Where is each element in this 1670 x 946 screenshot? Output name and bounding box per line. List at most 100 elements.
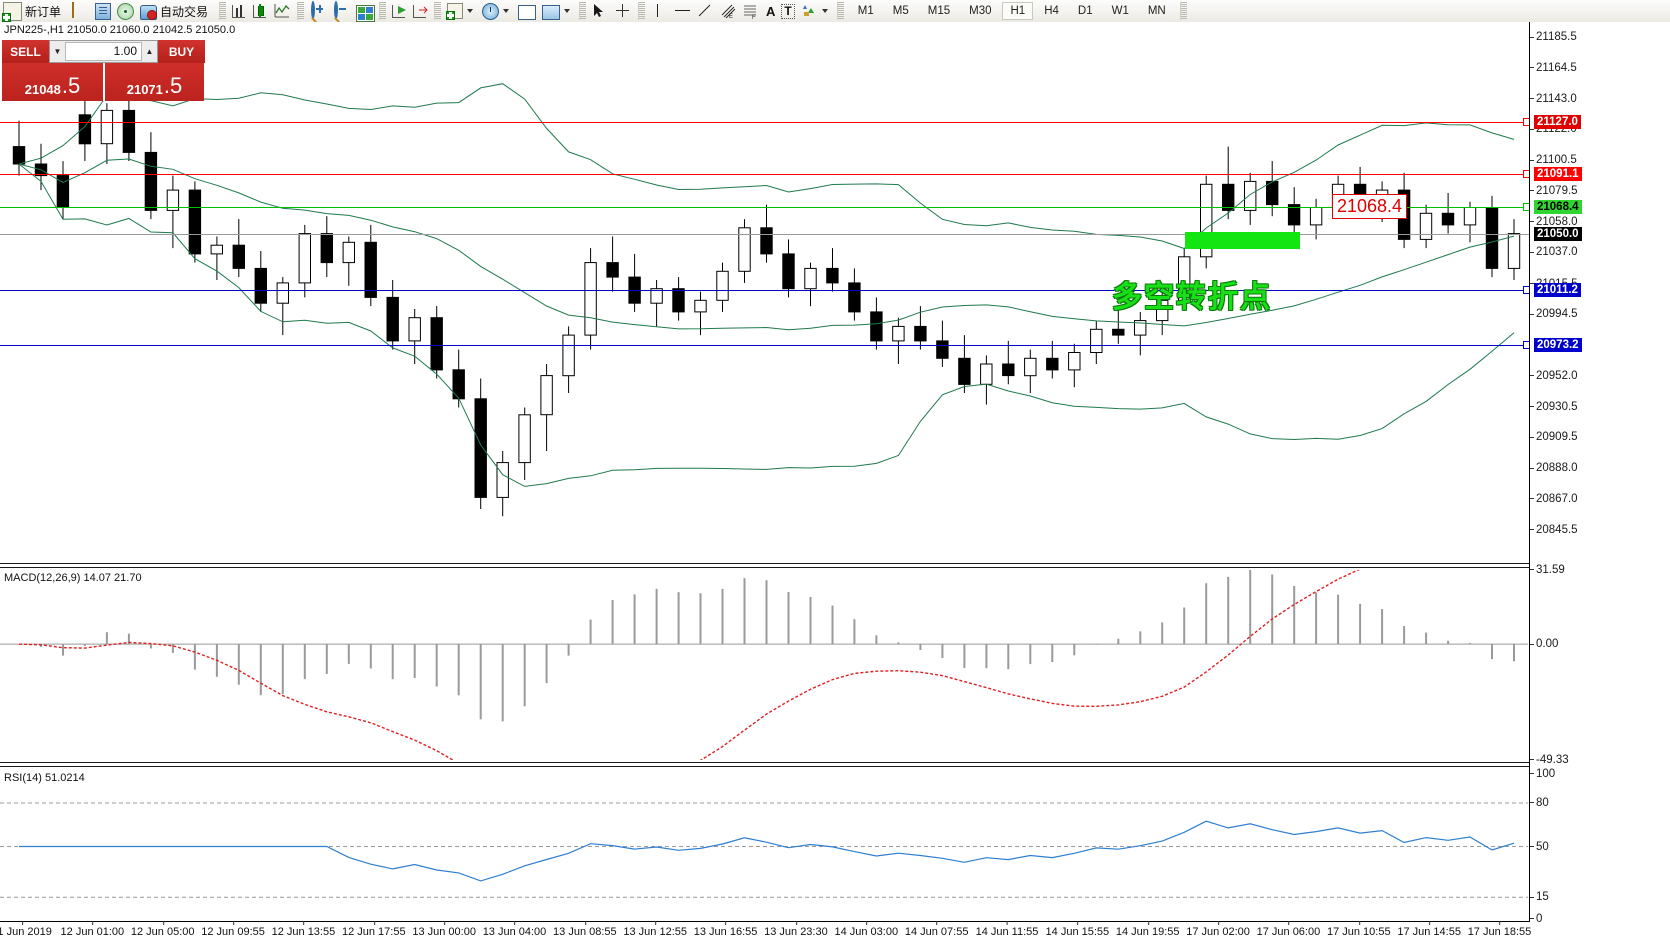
chevron-down-icon[interactable] [467,9,474,13]
line-chart-button[interactable] [271,0,294,22]
autotrade-button[interactable]: 自动交易 [137,0,216,22]
chart-shift-button[interactable] [410,0,431,22]
zoom-in-button[interactable] [307,0,330,22]
time-tick: 13 Jun 12:55 [623,921,687,938]
market-watch-button[interactable] [92,0,114,22]
buy-button[interactable]: BUY [158,40,205,63]
chart-canvas[interactable]: JPN225-,H1 21050.0 21060.0 21042.5 21050… [0,22,1670,946]
price-badge[interactable]: 21011.2 [1534,282,1581,297]
time-tick: 17 Jun 06:00 [1257,921,1320,938]
chevron-down-icon[interactable] [564,9,571,13]
timeframe-h1[interactable]: H1 [1002,2,1034,20]
macd-label: MACD(12,26,9) 14.07 21.70 [4,572,142,584]
level-line[interactable] [0,174,1530,176]
ask-price[interactable]: 21071 .5 [103,63,204,101]
equidistant-channel-button[interactable]: E [717,0,740,22]
gold-bar-button[interactable] [69,0,92,22]
time-tick: 14 Jun 11:55 [976,921,1038,938]
chevron-down-icon[interactable] [821,9,828,13]
price-badge[interactable]: 21050.0 [1534,226,1582,241]
rsi-tick: 15 [1530,891,1549,903]
volume-input[interactable]: 1.00 [65,42,142,61]
autotrade-label: 自动交易 [160,4,209,19]
time-tick: 13 Jun 08:55 [553,921,617,938]
volume-increment-icon[interactable]: ▲ [145,47,154,56]
shapes-icon [801,3,818,20]
toolbar-separator [434,2,442,20]
time-tick: 12 Jun 13:55 [272,921,335,938]
timeframe-w1[interactable]: W1 [1111,5,1129,17]
timeframe-d1[interactable]: D1 [1077,5,1093,17]
toolbar-separator [1179,2,1187,20]
level-line[interactable] [0,206,1530,208]
time-tick: 12 Jun 09:55 [201,921,265,938]
volume-stepper[interactable]: ▼ 1.00 ▲ [49,40,158,63]
navigator-button[interactable] [114,0,137,22]
chart-annotation-text[interactable]: 多空转折点 [1112,280,1272,315]
price-tick: 20930.5 [1530,401,1578,413]
periods-button[interactable] [479,0,515,22]
toolbar-separator [579,2,587,20]
text-tool-button[interactable]: A [763,0,778,22]
price-tick: 21079.5 [1530,185,1578,197]
time-scale[interactable]: 11 Jun 2019 12 Jun 01:00 12 Jun 05:00 12 Ju… [0,921,1531,946]
macd-tick: 31.59 [1530,564,1565,576]
trendline-button[interactable] [694,0,717,22]
grid-button[interactable] [353,0,376,22]
text-label-button[interactable]: T [778,0,797,22]
toolbar-separator [379,2,387,20]
candlestick-chart-icon [253,4,268,18]
vertical-line-button[interactable] [648,0,671,22]
price-badge[interactable]: 20973.2 [1534,337,1582,352]
svg-text:F: F [752,15,756,19]
sell-button[interactable]: SELL [2,40,49,63]
chevron-down-icon[interactable] [503,9,510,13]
fibonacci-button[interactable]: F [740,0,763,22]
vertical-line-icon [651,3,668,20]
expert-advisor-icon [140,4,158,20]
timeframe-m30[interactable]: M30 [969,5,992,17]
level-line[interactable] [0,122,1530,123]
rsi-tick: 80 [1530,797,1549,809]
timeframe-m1[interactable]: M1 [857,5,874,17]
auto-scroll-button[interactable] [389,0,410,22]
new-order-icon [2,1,22,22]
cursor-tool-button[interactable] [589,0,612,22]
octp-prices: 21048 .5 21071 .5 [2,63,205,101]
crosshair-tool-button[interactable] [612,0,635,22]
price-badge[interactable]: 21127.0 [1534,115,1581,129]
chart-shift-icon [413,4,428,18]
new-order-button[interactable]: 新订单 [0,0,69,22]
macd-tick: 0.00 [1530,638,1558,650]
pane-divider [0,762,1530,767]
market-watch-icon [95,2,112,20]
bar-chart-button[interactable] [229,0,250,22]
time-tick: 13 Jun 00:00 [412,921,476,938]
timeframe-m15[interactable]: M15 [927,5,951,17]
timeframe-m5[interactable]: M5 [892,5,909,17]
volume-decrement-icon[interactable]: ▼ [53,47,62,56]
level-line[interactable] [0,344,1530,346]
horizontal-line-button[interactable] [671,0,694,22]
price-badge[interactable]: 21068.4 [1534,199,1582,214]
price-scale[interactable]: 21185.5 21164.5 21143.0 21122.0 21100.5 21079… [1529,22,1670,946]
fibonacci-icon: F [743,3,760,21]
bid-price[interactable]: 21048 .5 [2,63,103,101]
timeframe-h4[interactable]: H4 [1044,5,1059,17]
timeframe-mn[interactable]: MN [1147,5,1166,17]
chart-template-button[interactable] [539,0,576,22]
level-line[interactable] [0,289,1530,291]
indicators-button[interactable] [444,0,479,22]
shapes-button[interactable] [798,0,834,22]
candlestick-chart-button[interactable] [250,0,271,22]
templates-button[interactable] [515,0,539,22]
zoom-out-button[interactable] [330,0,353,22]
price-callout[interactable]: 21068.4 [1332,193,1408,219]
level-line[interactable] [0,233,1530,235]
price-badge[interactable]: 21091.1 [1534,167,1582,182]
one-click-trading-panel[interactable]: SELL ▼ 1.00 ▲ BUY 21048 .5 21071 .5 [2,40,205,101]
highlight-rectangle[interactable] [1185,232,1300,249]
clock-icon [482,2,500,20]
trendline-icon [697,3,714,20]
main-toolbar: 新订单 自动交易 [0,0,1670,23]
